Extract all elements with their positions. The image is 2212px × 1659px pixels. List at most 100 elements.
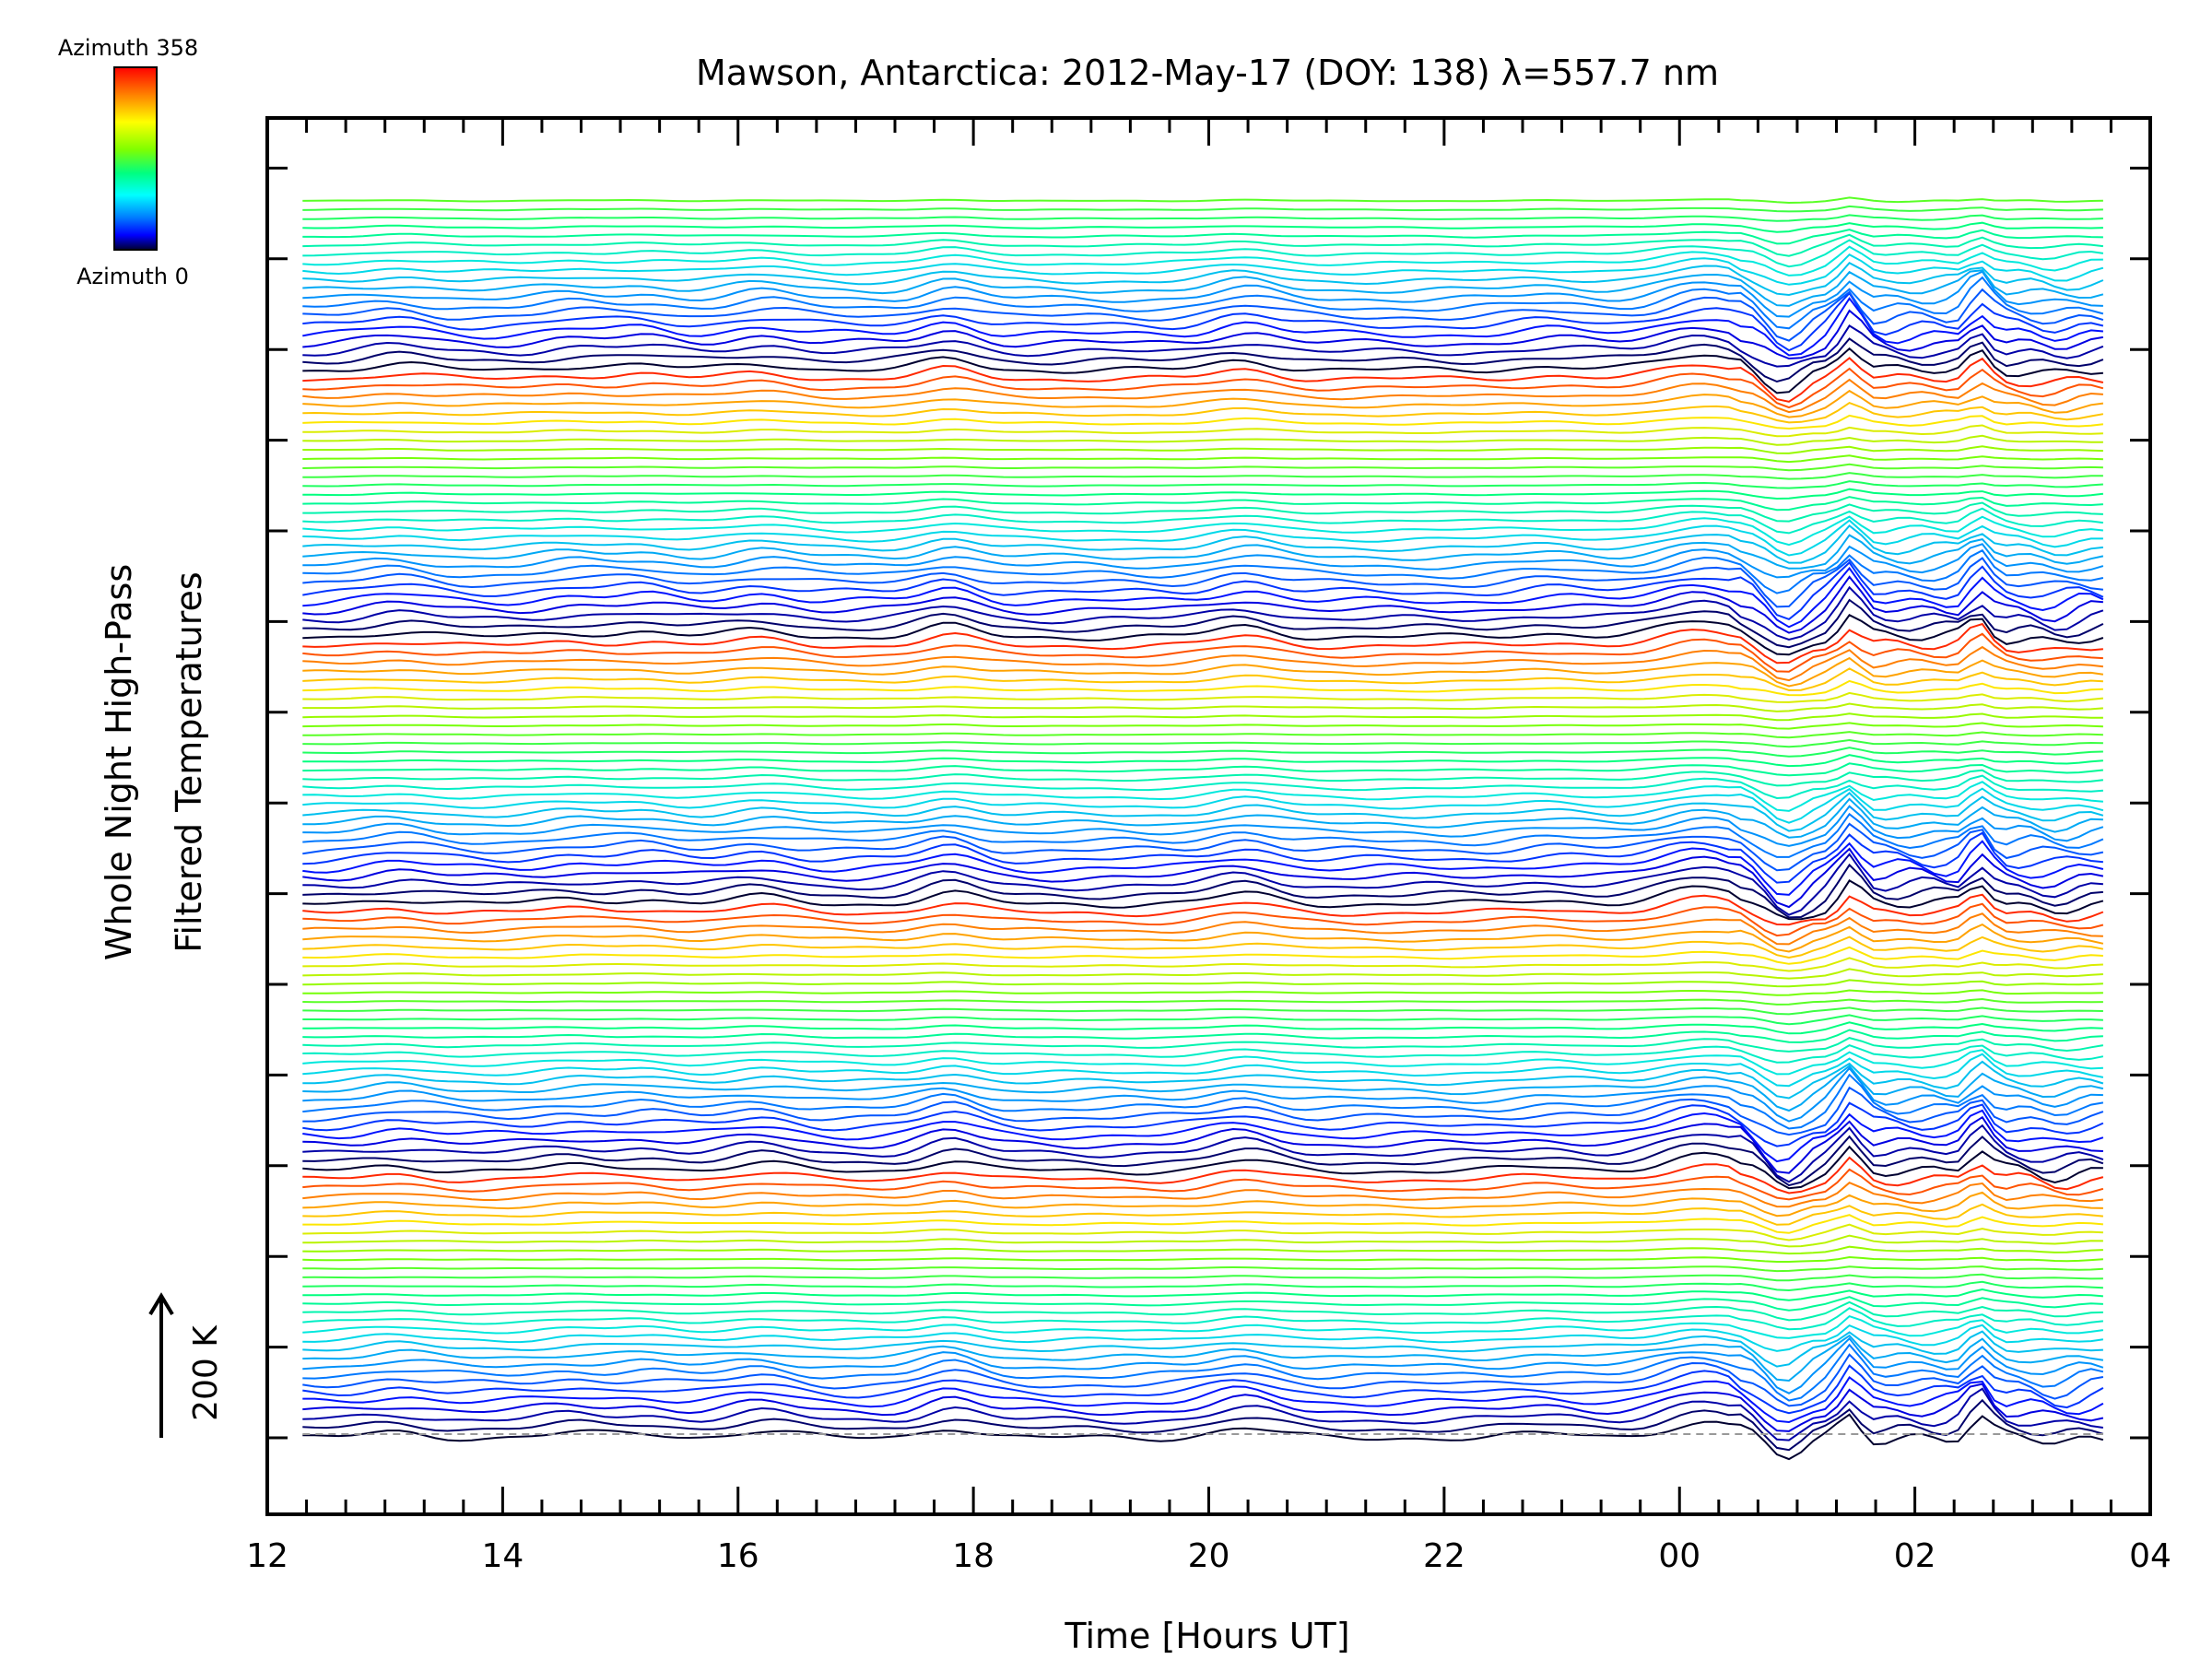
temperature-trace xyxy=(302,989,2103,996)
temperature-trace xyxy=(302,1073,2104,1130)
temperature-trace xyxy=(302,853,2103,916)
temperature-trace xyxy=(302,645,2104,682)
temperature-trace xyxy=(302,1029,2103,1043)
temperature-trace xyxy=(302,1382,2104,1432)
temperature-trace xyxy=(302,445,2103,454)
temperature-trace xyxy=(302,840,2104,896)
scale-bar-label-group: 200 K xyxy=(187,1324,225,1421)
temperature-trace xyxy=(302,239,2104,268)
temperature-trace xyxy=(302,1330,2103,1368)
y-axis-label-line1: Whole Night High-Pass xyxy=(99,564,139,960)
temperature-trace xyxy=(302,1324,2104,1352)
temperature-trace xyxy=(302,769,2104,787)
temperature-trace xyxy=(302,575,2103,634)
temperature-trace xyxy=(302,261,2104,297)
temperature-trace xyxy=(302,1156,2104,1194)
temperature-trace xyxy=(302,805,2104,847)
temperature-trace xyxy=(302,507,2104,535)
temperature-trace xyxy=(302,1334,2104,1382)
y-axis-label-line2: Filtered Temperatures xyxy=(169,571,209,952)
temperature-trace xyxy=(302,434,2103,446)
temperature-trace xyxy=(302,1413,2104,1461)
temperature-trace xyxy=(302,1021,2103,1035)
temperature-trace xyxy=(302,269,2104,307)
temperature-trace xyxy=(302,560,2104,621)
temperature-trace xyxy=(302,656,2104,688)
temperature-trace xyxy=(302,1336,2104,1394)
temperature-trace xyxy=(302,997,2103,1006)
x-tick-label: 04 xyxy=(2129,1537,2171,1575)
temperature-trace xyxy=(302,288,2104,342)
temperature-trace xyxy=(302,245,2103,276)
temperature-trace xyxy=(302,524,2104,564)
temperature-trace xyxy=(302,1053,2104,1088)
temperature-trace xyxy=(302,548,2104,594)
temperature-trace xyxy=(302,347,2103,394)
temperature-trace xyxy=(302,747,2103,758)
temperature-trace xyxy=(302,679,2103,697)
temperature-trace xyxy=(302,324,2104,368)
temperature-trace xyxy=(302,401,2104,424)
temperature-trace xyxy=(302,1223,2103,1241)
temperature-trace xyxy=(302,389,2104,418)
chart-title: Mawson, Antarctica: 2012-May-17 (DOY: 13… xyxy=(696,53,1719,93)
scale-bar-arrowhead xyxy=(148,1292,174,1316)
temperature-trace xyxy=(302,831,2103,884)
plot-lines xyxy=(302,196,2104,1461)
temperature-trace xyxy=(302,1124,2104,1183)
temperature-trace xyxy=(302,1065,2104,1112)
temperature-trace xyxy=(302,378,2103,414)
temperature-trace xyxy=(302,496,2103,512)
temperature-trace xyxy=(302,1006,2103,1016)
x-tick-labels: 12 14 16 18 20 22 00 02 04 xyxy=(246,1537,2171,1575)
temperature-trace xyxy=(302,1115,2103,1174)
temperature-trace xyxy=(302,1398,2104,1452)
temperature-trace xyxy=(302,691,2103,703)
temperature-trace xyxy=(302,1135,2104,1187)
temperature-trace xyxy=(302,1387,2104,1441)
temperature-trace xyxy=(302,731,2103,739)
temperature-trace xyxy=(302,253,2104,286)
x-tick-label: 20 xyxy=(1188,1537,1230,1575)
x-tick-label: 16 xyxy=(717,1537,759,1575)
colorbar-top-label: Azimuth 358 xyxy=(58,35,198,61)
temperature-trace xyxy=(302,847,2104,909)
x-tick-label: 14 xyxy=(481,1537,524,1575)
x-tick-label: 18 xyxy=(952,1537,994,1575)
temperature-trace xyxy=(302,454,2103,464)
temperature-trace xyxy=(302,1145,2103,1190)
temperature-trace xyxy=(302,912,2103,946)
temperature-trace xyxy=(302,774,2103,800)
temperature-trace xyxy=(302,781,2103,812)
temperature-trace xyxy=(302,1300,2103,1322)
temperature-trace xyxy=(302,1203,2103,1226)
colorbar-legend: Azimuth 358 Azimuth 0 xyxy=(58,35,198,289)
temperature-trace xyxy=(302,337,2104,383)
temperature-trace xyxy=(302,276,2104,330)
temperature-trace xyxy=(302,309,2104,360)
y-axis-label-line2-group: Filtered Temperatures xyxy=(169,571,209,952)
temperature-trace xyxy=(302,935,2104,959)
temperature-trace xyxy=(302,534,2104,570)
temperature-trace xyxy=(302,585,2104,641)
temperature-trace xyxy=(302,1191,2103,1218)
temperature-trace xyxy=(302,712,2103,722)
y-axis-label: Whole Night High-Pass xyxy=(99,564,139,960)
temperature-trace xyxy=(302,414,2104,430)
temperature-trace xyxy=(302,792,2104,832)
temperature-trace xyxy=(302,221,2103,233)
temperature-trace xyxy=(302,1343,2104,1402)
temperature-trace xyxy=(302,480,2103,489)
temperature-trace xyxy=(302,787,2104,824)
temperature-trace xyxy=(302,1273,2103,1282)
temperature-trace xyxy=(302,1214,2103,1234)
temperature-trace xyxy=(302,1060,2104,1100)
x-tick-label: 00 xyxy=(1658,1537,1700,1575)
temperature-trace xyxy=(302,957,2103,972)
temperature-trace xyxy=(302,291,2104,352)
temperature-trace xyxy=(302,893,2104,926)
temperature-trace xyxy=(302,1364,2104,1415)
temperature-trace xyxy=(302,923,2104,953)
temperature-trace xyxy=(302,622,2103,665)
temperature-trace xyxy=(302,1014,2103,1026)
